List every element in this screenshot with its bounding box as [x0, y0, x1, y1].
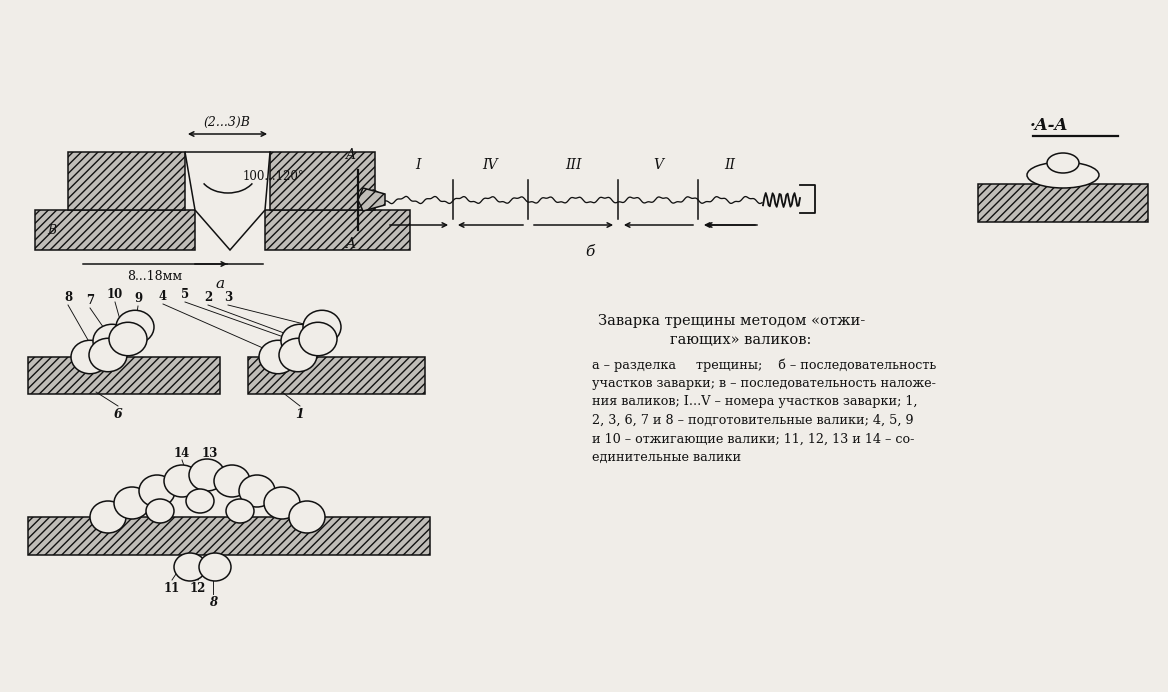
Ellipse shape — [239, 475, 274, 507]
Ellipse shape — [1027, 162, 1099, 188]
Text: III: III — [565, 158, 582, 172]
Text: 5: 5 — [181, 288, 189, 301]
Text: 8: 8 — [209, 596, 217, 609]
Text: 13: 13 — [202, 447, 218, 460]
Ellipse shape — [164, 465, 200, 497]
Ellipse shape — [186, 489, 214, 513]
Text: 10: 10 — [107, 288, 123, 301]
Ellipse shape — [281, 325, 319, 358]
Text: б: б — [585, 245, 595, 259]
Text: 6: 6 — [113, 408, 123, 421]
Text: V: V — [653, 158, 663, 172]
Text: B: B — [48, 224, 56, 237]
Text: 11: 11 — [164, 582, 180, 595]
Text: 4: 4 — [159, 290, 167, 303]
Text: Заварка трещины методом «отжи-: Заварка трещины методом «отжи- — [598, 314, 865, 328]
Ellipse shape — [259, 340, 297, 374]
Ellipse shape — [299, 322, 338, 356]
Text: 7: 7 — [86, 294, 95, 307]
Polygon shape — [185, 152, 270, 250]
Polygon shape — [35, 210, 195, 250]
Text: A: A — [345, 148, 355, 162]
Text: A: A — [345, 237, 355, 251]
Text: 12: 12 — [190, 582, 207, 595]
Ellipse shape — [89, 338, 127, 372]
Ellipse shape — [214, 465, 250, 497]
Polygon shape — [68, 152, 185, 210]
Text: I: I — [416, 158, 420, 172]
Ellipse shape — [199, 553, 231, 581]
Ellipse shape — [225, 499, 253, 523]
Ellipse shape — [303, 310, 341, 344]
Text: 9: 9 — [134, 292, 142, 305]
Polygon shape — [265, 210, 410, 250]
Text: 3: 3 — [224, 291, 232, 304]
Text: а – разделка     трещины;    б – последовательность
участков заварки; в – послед: а – разделка трещины; б – последовательн… — [592, 358, 937, 464]
Ellipse shape — [288, 501, 325, 533]
Text: 8: 8 — [64, 291, 72, 304]
Ellipse shape — [189, 459, 225, 491]
Ellipse shape — [279, 338, 317, 372]
Polygon shape — [359, 188, 385, 211]
Ellipse shape — [116, 310, 154, 344]
Ellipse shape — [174, 553, 206, 581]
Text: ·A-A: ·A-A — [1030, 117, 1069, 134]
Polygon shape — [28, 357, 220, 394]
Ellipse shape — [264, 487, 300, 519]
Text: 2: 2 — [204, 291, 213, 304]
Ellipse shape — [139, 475, 175, 507]
Text: II: II — [724, 158, 736, 172]
Polygon shape — [248, 357, 425, 394]
Text: IV: IV — [482, 158, 498, 172]
Text: 14: 14 — [174, 447, 190, 460]
Ellipse shape — [1047, 153, 1079, 173]
Ellipse shape — [114, 487, 150, 519]
Text: (2...3)B: (2...3)B — [203, 116, 250, 129]
Text: 8...18мм: 8...18мм — [127, 270, 182, 283]
Ellipse shape — [146, 499, 174, 523]
Text: 100...120°: 100...120° — [243, 170, 305, 183]
Ellipse shape — [71, 340, 109, 374]
Text: 1: 1 — [296, 408, 305, 421]
Ellipse shape — [93, 325, 131, 358]
Text: a: a — [215, 277, 224, 291]
Ellipse shape — [90, 501, 126, 533]
Polygon shape — [978, 184, 1148, 222]
Polygon shape — [28, 517, 430, 555]
Text: гающих» валиков:: гающих» валиков: — [670, 333, 812, 347]
Ellipse shape — [109, 322, 147, 356]
Polygon shape — [270, 152, 375, 210]
